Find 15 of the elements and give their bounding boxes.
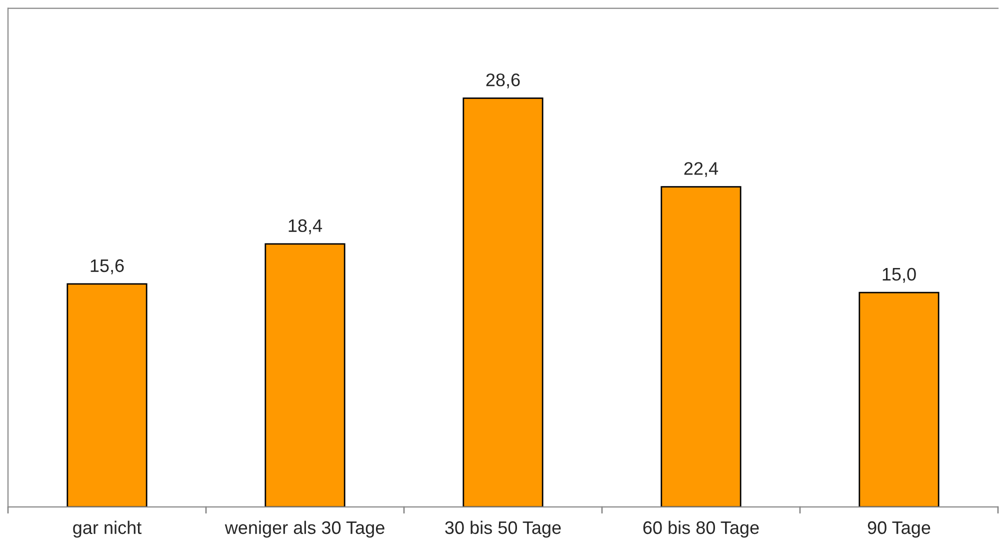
data-label: 28,6 — [486, 74, 520, 88]
bar — [660, 186, 742, 507]
data-label: 18,4 — [288, 219, 322, 234]
x-tick-label: 30 bis 50 Tage — [445, 520, 561, 538]
bar — [264, 243, 346, 507]
data-label: 15,6 — [90, 259, 124, 274]
bar — [858, 292, 940, 507]
bar — [462, 97, 544, 507]
data-label: 15,0 — [882, 268, 916, 283]
x-tick-label: weniger als 30 Tage — [224, 520, 384, 538]
x-tick-label: 60 bis 80 Tage — [643, 520, 759, 538]
bar — [66, 283, 148, 507]
data-label: 22,4 — [684, 162, 718, 178]
x-tick-label: gar nicht — [73, 520, 142, 538]
x-tick-label: 90 Tage — [868, 521, 930, 538]
